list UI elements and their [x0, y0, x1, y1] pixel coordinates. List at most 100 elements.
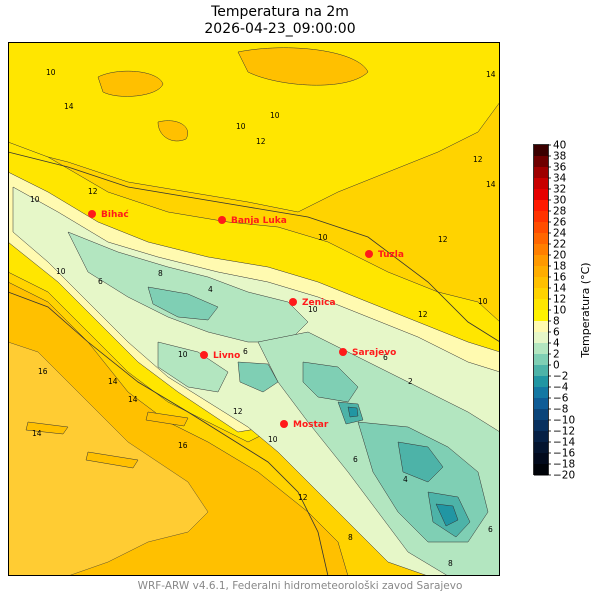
- colorbar: 4038363432302826242220181614121086420−2−…: [533, 140, 592, 482]
- city-label: Livno: [213, 351, 240, 361]
- map-frame: [8, 42, 500, 576]
- city-zenica: Zenica: [289, 298, 336, 308]
- island-1: [25, 421, 69, 435]
- contour-label: 6: [98, 277, 103, 286]
- colorbar-tick-label: −18: [553, 459, 575, 471]
- colorbar-tick-label: 28: [553, 206, 566, 218]
- contour-label: 10: [268, 435, 278, 444]
- colorbar-tick-label: 34: [553, 173, 567, 185]
- contour-label: 10: [270, 111, 280, 120]
- contour-label: 10: [30, 195, 40, 204]
- colorbar-tick-label: −10: [553, 415, 575, 427]
- colorbar-swatch: [534, 211, 548, 223]
- colorbar-swatch: [534, 167, 548, 179]
- colorbar-swatch: [534, 354, 548, 366]
- colorbar-tick-label: 18: [553, 261, 566, 273]
- contour-label: 6: [243, 347, 248, 356]
- colorbar-ticks: 4038363432302826242220181614121086420−2−…: [548, 140, 575, 482]
- colorbar-swatch: [534, 244, 548, 256]
- colorbar-swatch: [534, 376, 548, 388]
- cold-zone-1: [147, 286, 219, 321]
- contour-label: 10: [478, 297, 488, 306]
- city-mostar: Mostar: [280, 420, 329, 430]
- colorbar-tick-label: −6: [553, 393, 569, 405]
- colorbar-swatch: [534, 266, 548, 278]
- island-3: [145, 411, 189, 427]
- city-marker: [88, 210, 96, 218]
- colorbar-tick-label: 0: [553, 360, 560, 372]
- contour-label: 10: [46, 68, 56, 77]
- cold-zone-4: [237, 361, 279, 393]
- colorbar-swatch: [534, 310, 548, 322]
- colorbar-swatch: [534, 255, 548, 267]
- island-2: [85, 451, 139, 469]
- colorbar-tick-label: −8: [553, 404, 568, 416]
- contour-label: 12: [233, 407, 243, 416]
- colorbar-tick-label: 22: [553, 239, 566, 251]
- colorbar-swatch: [534, 145, 548, 157]
- contour-label: 12: [438, 235, 448, 244]
- colorbar-swatches: [534, 145, 548, 476]
- city-label: Bihać: [101, 209, 129, 220]
- city-livno: Livno: [200, 351, 240, 361]
- colorbar-swatch: [534, 431, 548, 443]
- chart-title: Temperatura na 2m 2026-04-23_09:00:00: [0, 4, 560, 38]
- north-warm-patch-2: [237, 47, 369, 86]
- colorbar-swatch: [534, 189, 548, 201]
- colorbar-frame: [533, 144, 549, 475]
- contour-label: 12: [473, 155, 483, 164]
- contour-label: 6: [383, 353, 388, 362]
- colorbar-swatch: [534, 288, 548, 300]
- contour-label: 14: [486, 180, 496, 189]
- temperature-map: 10 14 10 10 12 14 12 14 10 12 10 12 12 1…: [8, 42, 500, 576]
- colorbar-swatch: [534, 156, 548, 168]
- cold-zone-2: [302, 361, 359, 403]
- city-label: Zenica: [302, 298, 336, 308]
- contour-label: 14: [32, 429, 42, 438]
- contour-label: 8: [448, 559, 453, 568]
- colorbar-swatch: [534, 332, 548, 344]
- city-marker: [289, 298, 297, 306]
- colorbar-tick-label: −2: [553, 371, 568, 383]
- colorbar-swatch: [534, 453, 548, 465]
- colorbar-tick-label: 6: [553, 327, 560, 339]
- colorbar-swatch: [534, 321, 548, 333]
- colorbar-tick-label: 8: [553, 316, 560, 328]
- colorbar-swatch: [534, 277, 548, 289]
- city-label: Tuzla: [378, 250, 404, 260]
- colorbar-tick-label: −14: [553, 437, 575, 449]
- contour-label: 4: [208, 285, 213, 294]
- contour-label: 14: [64, 102, 74, 111]
- contour-label: 10: [308, 305, 318, 314]
- footer-credit: WRF-ARW v4.6.1, Federalni hidrometeorolo…: [137, 580, 463, 592]
- contour-label: 12: [298, 493, 308, 502]
- city-marker: [218, 216, 226, 224]
- contour-label: 8: [348, 533, 353, 542]
- colorbar-swatch: [534, 398, 548, 410]
- city-marker: [365, 250, 373, 258]
- city-bihac: Bihać: [88, 209, 129, 220]
- title-line-2: 2026-04-23_09:00:00: [204, 21, 356, 37]
- title-line-1: Temperatura na 2m: [211, 4, 349, 20]
- colorbar-tick-label: 20: [553, 250, 566, 262]
- colorbar-tick-label: −4: [553, 382, 569, 394]
- colorbar-tick-label: 38: [553, 151, 566, 163]
- contour-label: 14: [128, 395, 138, 404]
- city-tuzla: Tuzla: [365, 250, 404, 260]
- contour-label: 10: [236, 122, 246, 131]
- freezing-zone-5: [347, 406, 359, 418]
- colorbar-tick-label: 16: [553, 272, 567, 284]
- contour-label-group: 10 14 10 10 12 14 12 14 10 12 10 12 12 1…: [30, 68, 496, 568]
- contour-label: 10: [318, 233, 328, 242]
- colorbar-tick-label: 14: [553, 283, 567, 295]
- north-warm-patch-1: [97, 70, 164, 97]
- contour-label: 4: [403, 475, 408, 484]
- colorbar-label: Temperatura (°C): [579, 262, 592, 358]
- city-label: Mostar: [293, 420, 329, 430]
- contour-label: 16: [178, 441, 188, 450]
- border-line: [8, 291, 329, 576]
- colorbar-tick-label: 10: [553, 305, 566, 317]
- colorbar-swatch: [534, 420, 548, 432]
- border-line-north: [8, 151, 500, 343]
- contour-label: 6: [353, 455, 358, 464]
